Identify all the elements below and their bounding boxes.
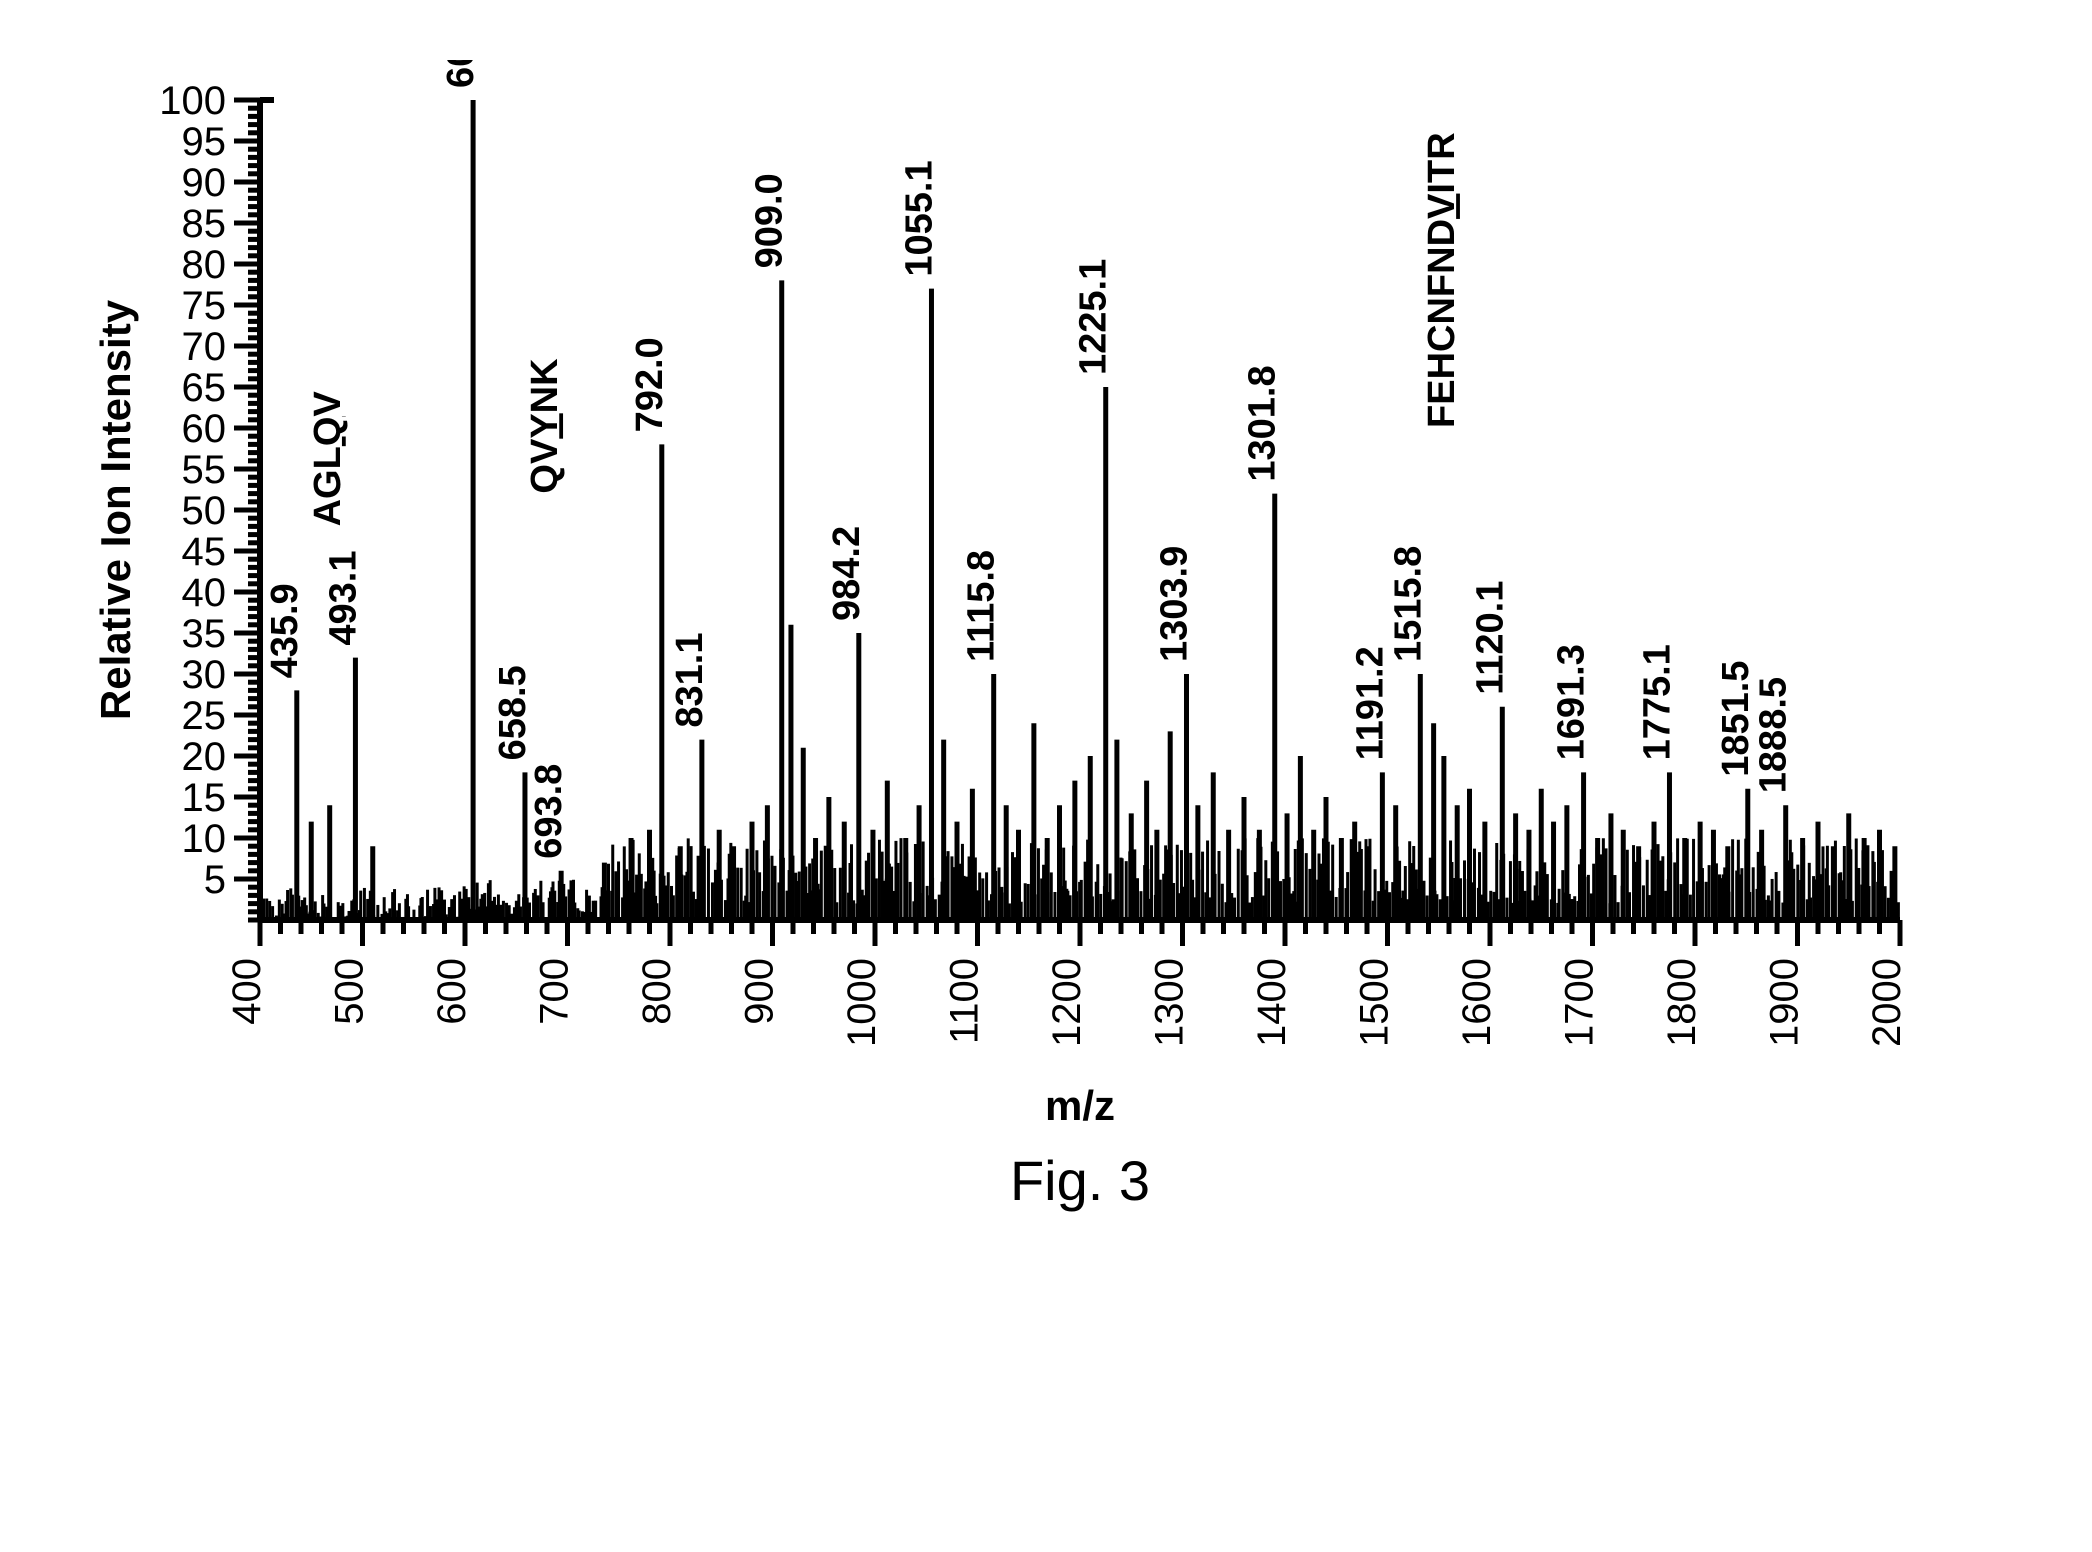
x-tick-label: 1000	[840, 958, 884, 1047]
y-tick-label: 5	[204, 858, 226, 902]
peak-label: 1888.5	[1753, 677, 1795, 793]
y-tick-label: 30	[182, 653, 227, 697]
y-tick-label: 75	[182, 284, 227, 328]
y-tick-label: 85	[182, 202, 227, 246]
y-tick-label: 15	[182, 776, 227, 820]
peak-label: 1115.8	[961, 550, 1003, 662]
x-tick-label: 2000	[1865, 958, 1909, 1047]
y-tick-label: 65	[182, 366, 227, 410]
figure-caption: Fig. 3	[1010, 1149, 1150, 1212]
peak-label: 909.0	[749, 173, 791, 268]
y-ticks	[234, 100, 260, 920]
sequence-annotation: AGLQV	[307, 391, 349, 527]
y-tick-label: 45	[182, 530, 227, 574]
peak-label: 1303.9	[1153, 546, 1195, 662]
y-tick-label: 35	[182, 612, 227, 656]
x-tick-label: 1200	[1045, 958, 1089, 1047]
peak-label: 1055.1	[898, 160, 940, 276]
peak-label: 493.1	[322, 551, 364, 646]
y-tick-label: 20	[182, 735, 227, 779]
peak-label: 1120.1	[1469, 581, 1511, 695]
x-tick-label: 900	[738, 958, 782, 1025]
y-tick-label: 25	[182, 694, 227, 738]
peak-label: 1515.8	[1387, 546, 1429, 662]
y-tick-label: 100	[159, 79, 226, 123]
x-tick-label: 700	[533, 958, 577, 1025]
x-tick-label: 1500	[1353, 958, 1397, 1047]
x-tick-label: 1900	[1763, 958, 1807, 1047]
x-tick-label: 1100	[943, 958, 987, 1044]
peak-label: 607.9	[440, 60, 482, 88]
x-tick-label: 1600	[1455, 958, 1499, 1047]
x-tick-label: 1700	[1558, 958, 1602, 1047]
peak-label: 693.8	[528, 764, 570, 859]
peak-label: 1225.1	[1073, 259, 1115, 375]
y-tick-label: 70	[182, 325, 227, 369]
y-tick-label: 55	[182, 448, 227, 492]
peak-label: 1851.5	[1715, 661, 1757, 777]
peak-label: 1191.2	[1349, 646, 1391, 760]
y-axis-title: Relative Ion Intensity	[92, 299, 139, 720]
peak-label: 1301.8	[1242, 365, 1284, 481]
x-tick-label: 400	[225, 958, 269, 1025]
x-tick-label: 1300	[1148, 958, 1192, 1047]
peak-label: 658.5	[492, 665, 534, 760]
mass-spectrum-figure: 435.9 493.1 607.9 658.5693.8 792.0 831.1 909.0…	[80, 60, 2012, 1492]
peak-label: 435.9	[264, 583, 306, 678]
y-tick-label: 10	[182, 817, 227, 861]
y-tick-label: 80	[182, 243, 227, 287]
x-tick-label: 1400	[1250, 958, 1294, 1047]
x-tick-label: 1800	[1660, 958, 1704, 1047]
x-axis-title: m/z	[1045, 1082, 1115, 1129]
x-tick-label: 500	[328, 958, 372, 1025]
peak-label: 984.2	[826, 526, 868, 621]
y-tick-label: 95	[182, 120, 227, 164]
y-tick-label: 90	[182, 161, 227, 205]
x-tick-label: 800	[635, 958, 679, 1025]
peak-label: 792.0	[629, 337, 671, 432]
sequence-annotation: FEHCNFNDVITR	[1421, 132, 1463, 428]
mass-spectrum-svg: 435.9 493.1 607.9 658.5693.8 792.0 831.1 909.0…	[80, 60, 2012, 1492]
y-tick-label: 40	[182, 571, 227, 615]
peak-label: 831.1	[669, 633, 711, 728]
y-tick-label: 60	[182, 407, 227, 451]
sequence-annotation: QVYNK	[524, 358, 566, 494]
peak-label: 1775.1	[1636, 644, 1678, 760]
x-tick-label: 600	[430, 958, 474, 1025]
y-tick-label: 50	[182, 489, 227, 533]
peak-label: 1691.3	[1551, 644, 1593, 760]
